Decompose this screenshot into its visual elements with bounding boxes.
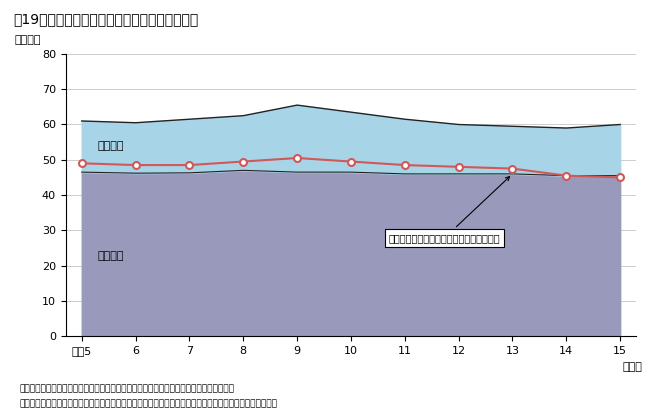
Text: （年）: （年） <box>622 361 642 371</box>
Text: （万円）: （万円） <box>14 36 41 46</box>
Text: 夫の収入: 夫の収入 <box>98 251 125 261</box>
Text: 妻の収入: 妻の収入 <box>98 141 125 151</box>
Text: 第19図　核家族共働き世帯における夫婦の収入: 第19図 核家族共働き世帯における夫婦の収入 <box>13 12 198 27</box>
Text: 核家族有業人員１人世帯における夫の収入: 核家族有業人員１人世帯における夫の収入 <box>388 177 510 243</box>
Text: （備考）１．総務省「家計調査」（二人以上の世帯（農林漁家世帯を除く））より作成。: （備考）１．総務省「家計調査」（二人以上の世帯（農林漁家世帯を除く））より作成。 <box>20 384 235 393</box>
Text: ２．夫婦がともに勤労者で，他に有業人員がおらず，世帯主が男性である世帯の収入内訳である。: ２．夫婦がともに勤労者で，他に有業人員がおらず，世帯主が男性である世帯の収入内訳… <box>20 399 277 408</box>
